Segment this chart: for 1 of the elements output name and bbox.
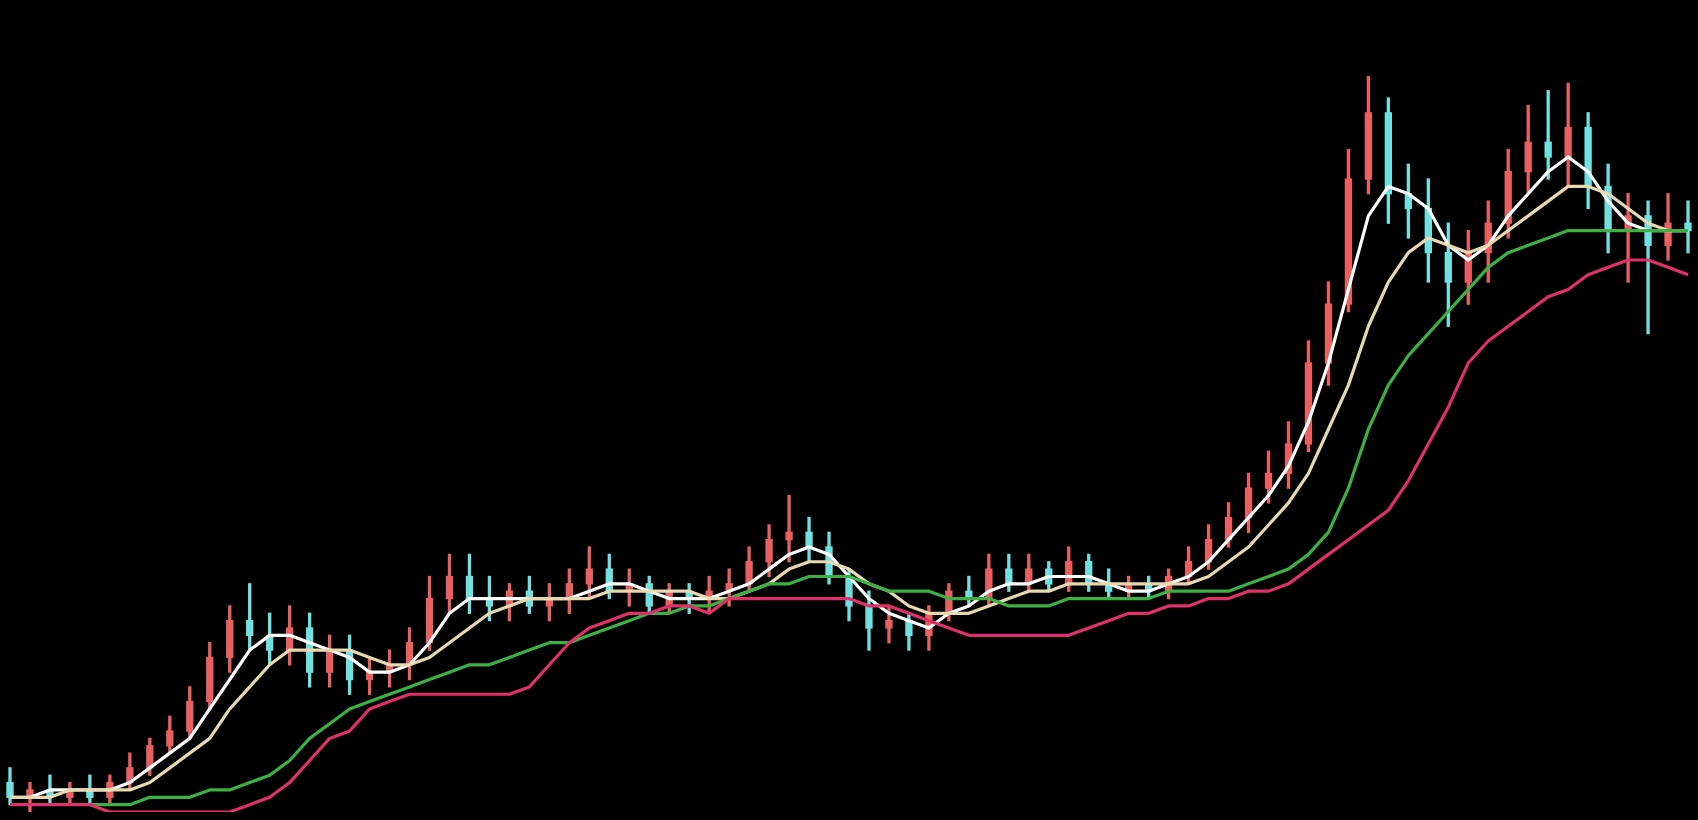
candlestick bbox=[785, 494, 793, 563]
